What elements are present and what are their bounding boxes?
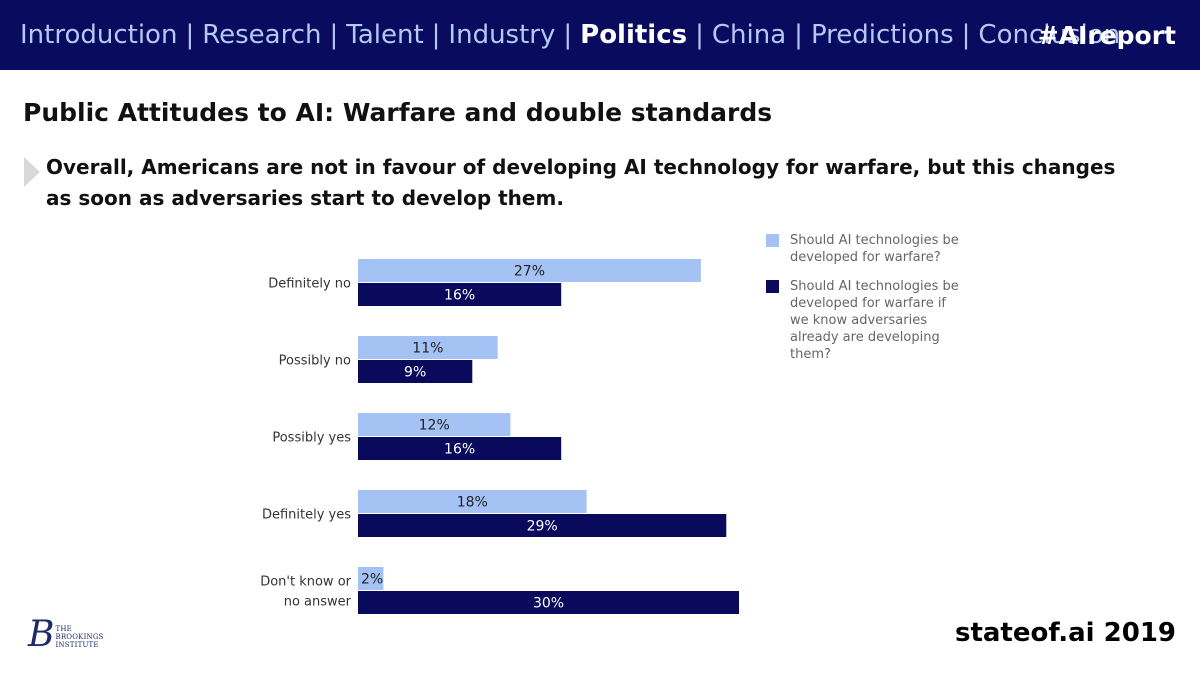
bar-warfare-1 — [358, 336, 498, 359]
data-label: 9% — [404, 365, 426, 381]
legend-item: Should AI technologies be developed for … — [766, 278, 966, 363]
bar-warfare-4 — [358, 567, 384, 590]
bar-warfare-3 — [358, 490, 587, 513]
legend-item: Should AI technologies be developed for … — [766, 232, 966, 266]
legend-swatch — [766, 280, 779, 293]
category-label: Possibly no — [279, 354, 351, 369]
category-label: Definitely yes — [262, 508, 351, 523]
bar-adversaries-2 — [358, 437, 562, 460]
brookings-line-1: THE — [55, 625, 72, 633]
bar-warfare-0 — [358, 259, 701, 282]
brookings-logo-letter: B — [28, 614, 55, 655]
nav-item-talent[interactable]: Talent — [346, 20, 424, 50]
chart-legend: Should AI technologies be developed for … — [766, 232, 966, 375]
bar-warfare-2 — [358, 413, 511, 436]
data-label: 27% — [514, 264, 545, 280]
page-title: Public Attitudes to AI: Warfare and doub… — [23, 98, 773, 127]
slide-subtitle: Overall, Americans are not in favour of … — [46, 155, 1116, 210]
nav-item-china[interactable]: China — [711, 20, 787, 50]
bullet-arrow-icon — [24, 157, 40, 187]
nav-item-politics[interactable]: Politics — [580, 20, 688, 50]
category-label: Don't know or no answer — [260, 575, 351, 610]
legend-label: Should AI technologies be developed for … — [790, 233, 959, 265]
nav-item-introduction[interactable]: Introduction — [20, 20, 178, 50]
bar-adversaries-4 — [358, 591, 739, 614]
nav-separator: | — [329, 20, 339, 50]
bar-adversaries-1 — [358, 360, 473, 383]
data-label: 2% — [361, 572, 383, 588]
data-label: 30% — [533, 596, 564, 612]
data-label: 11% — [412, 341, 443, 357]
nav-item-conclusion[interactable]: Conclusion — [978, 20, 1121, 50]
data-label: 12% — [419, 418, 450, 434]
section-nav: Introduction | Research | Talent | Industry | Po… — [20, 0, 1120, 70]
nav-separator: | — [695, 20, 704, 50]
data-label: 29% — [527, 519, 558, 535]
nav-separator: | — [961, 20, 971, 50]
nav-separator: | — [431, 20, 441, 50]
bar-adversaries-3 — [358, 514, 727, 537]
bar-adversaries-0 — [358, 283, 562, 306]
brookings-line-3: INSTITUTE — [55, 641, 99, 649]
nav-item-predictions[interactable]: Predictions — [810, 20, 954, 50]
legend-swatch — [766, 234, 779, 247]
nav-separator: | — [794, 20, 803, 50]
nav-item-research[interactable]: Research — [202, 20, 322, 50]
stateof-ai-label: stateof.ai 2019 — [954, 618, 1176, 648]
category-label: Possibly yes — [272, 431, 351, 446]
data-label: 16% — [444, 288, 475, 304]
brookings-logo-text: THE BROOKINGS INSTITUTE — [55, 625, 103, 649]
brookings-logo: B THE BROOKINGS INSTITUTE — [28, 617, 104, 653]
category-label: Definitely no — [268, 277, 351, 292]
nav-separator: | — [185, 20, 195, 50]
top-navigation-bar: Introduction | Research | Talent | Industry | Po… — [0, 0, 1200, 70]
hashtag-label: #AIreport — [1037, 20, 1176, 50]
nav-separator: | — [563, 20, 573, 50]
data-label: 16% — [444, 442, 475, 458]
nav-item-industry[interactable]: Industry — [448, 20, 556, 50]
brookings-line-2: BROOKINGS — [55, 633, 104, 641]
data-label: 18% — [457, 495, 488, 511]
legend-label: Should AI technologies be developed for … — [790, 279, 959, 362]
